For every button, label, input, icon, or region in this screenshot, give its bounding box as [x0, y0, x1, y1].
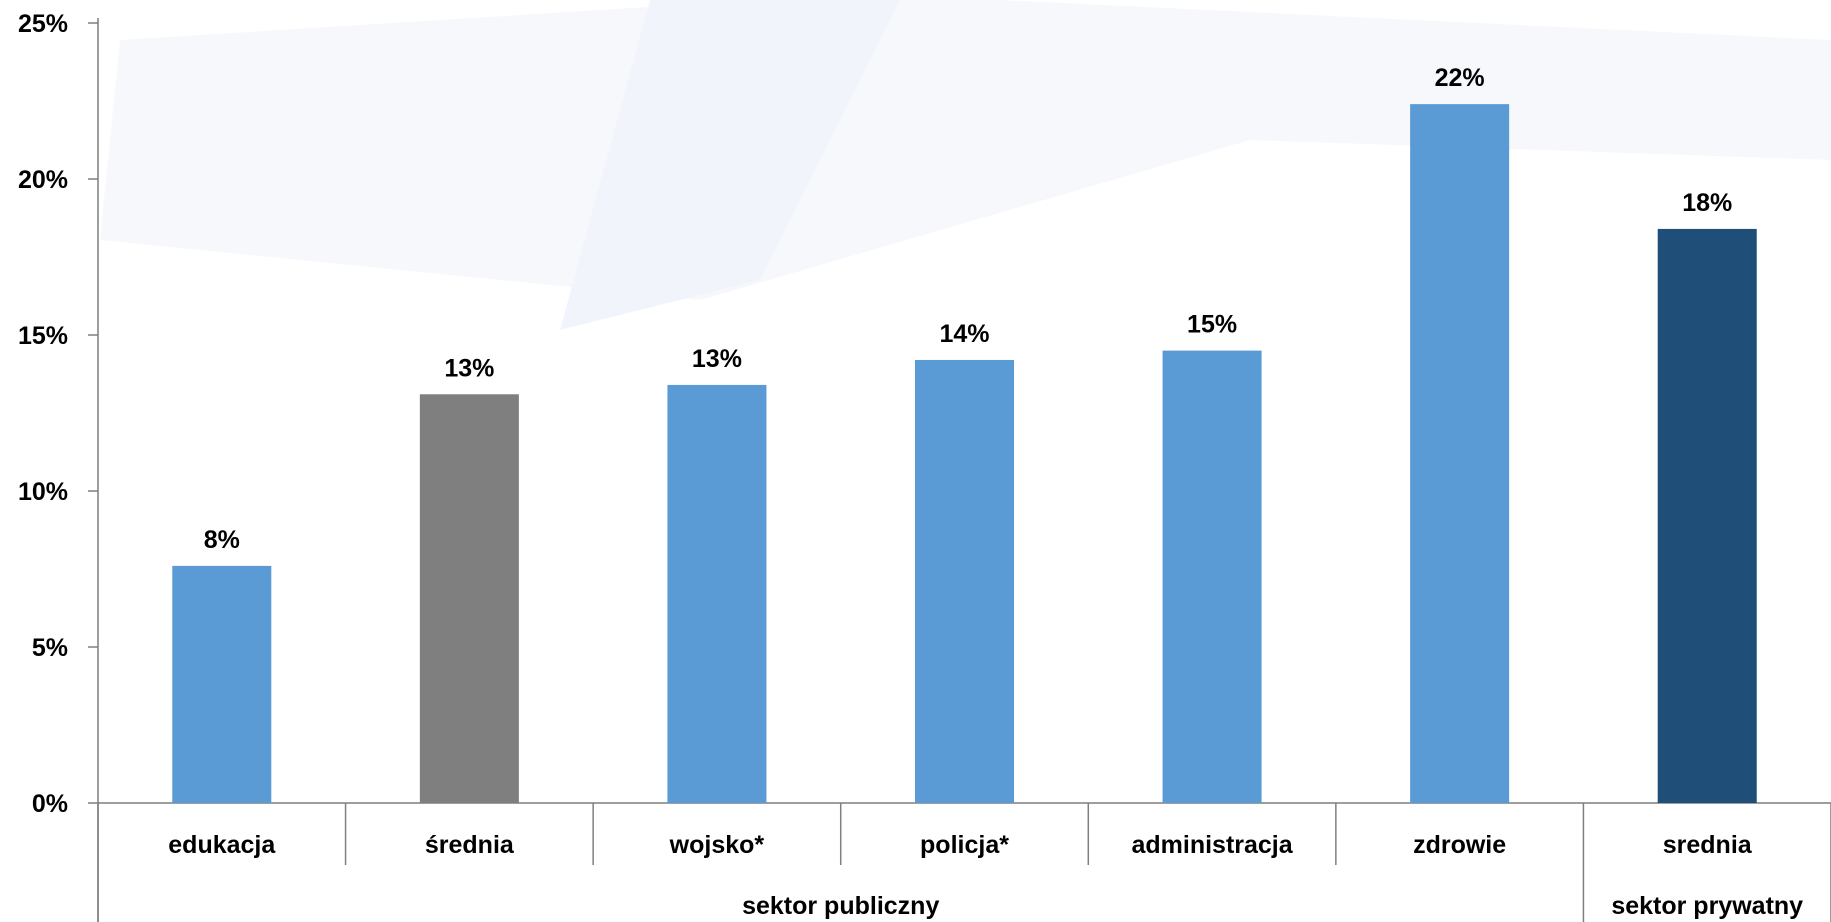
y-axis-ticks: 0% 5% 10% 15% 20% 25%: [18, 10, 98, 818]
bar: [667, 384, 767, 803]
y-tick-label: 15%: [18, 322, 68, 350]
group-labels: sektor publiczny sektor prywatny: [742, 892, 1803, 920]
y-tick-label: 0%: [32, 790, 68, 818]
data-label: 22%: [1435, 64, 1485, 92]
bars: [172, 104, 1757, 804]
data-label: 8%: [204, 526, 240, 554]
background-decoration: [100, 0, 1831, 330]
data-label: 18%: [1682, 189, 1732, 217]
category-label: srednia: [1663, 831, 1753, 859]
bar: [1410, 104, 1510, 804]
bar: [172, 565, 272, 803]
y-tick-label: 5%: [32, 634, 68, 662]
bar: [419, 394, 519, 803]
y-tick-label: 10%: [18, 478, 68, 506]
category-label: edukacja: [168, 831, 276, 859]
y-tick-label: 20%: [18, 166, 68, 194]
category-label: policja*: [920, 831, 1009, 859]
bar: [914, 359, 1015, 803]
data-label: 15%: [1187, 311, 1237, 339]
data-labels: 8% 13% 13% 14% 15% 22% 18%: [204, 64, 1733, 554]
data-label: 13%: [444, 354, 494, 382]
category-label: średnia: [425, 831, 515, 859]
x-axis-labels: edukacja średnia wojsko* policja* administra…: [168, 831, 1752, 859]
category-label: wojsko*: [669, 831, 765, 859]
group-label: sektor publiczny: [742, 892, 939, 920]
bar: [1657, 228, 1757, 804]
group-label: sektor prywatny: [1611, 892, 1803, 920]
data-label: 13%: [692, 345, 742, 373]
data-label: 14%: [939, 320, 989, 348]
y-tick-label: 25%: [18, 10, 68, 38]
category-label: zdrowie: [1413, 831, 1506, 859]
bar: [1162, 350, 1262, 803]
category-label: administracja: [1131, 831, 1293, 859]
